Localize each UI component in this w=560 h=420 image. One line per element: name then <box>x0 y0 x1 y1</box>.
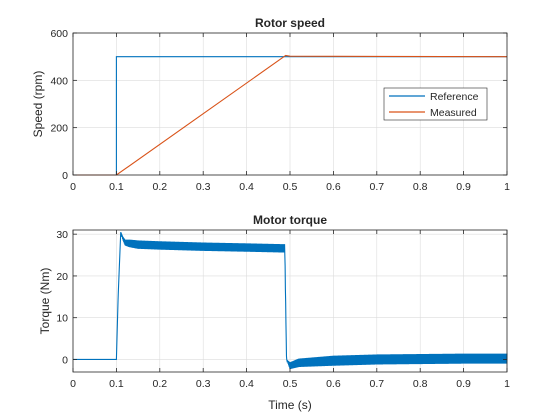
series-layer <box>73 231 508 370</box>
y-tick-label: 30 <box>56 229 68 241</box>
y-axis-label: Speed (rpm) <box>31 71 45 138</box>
x-tick-label: 0 <box>70 378 76 390</box>
x-tick-label: 0.6 <box>326 181 341 193</box>
x-tick-label: 0.4 <box>239 378 254 390</box>
x-tick-label: 0.4 <box>239 181 254 193</box>
legend-label-measured: Measured <box>430 107 477 119</box>
x-tick-label: 0.2 <box>152 378 167 390</box>
x-tick-label: 0.7 <box>369 378 384 390</box>
x-tick-label: 0 <box>70 181 76 193</box>
x-tick-label: 0.8 <box>413 378 428 390</box>
y-tick-label: 0 <box>62 354 68 366</box>
x-tick-label: 0.9 <box>456 181 471 193</box>
x-tick-label: 0.2 <box>152 181 167 193</box>
y-tick-label: 200 <box>50 123 68 135</box>
x-tick-label: 0.7 <box>369 181 384 193</box>
legend: Reference Measured <box>383 87 488 121</box>
x-tick-label: 0.6 <box>326 378 341 390</box>
series-line-torque <box>73 231 508 370</box>
x-tick-label: 0.1 <box>109 378 124 390</box>
x-axis-label: Time (s) <box>268 398 312 412</box>
x-tick-label: 0.9 <box>456 378 471 390</box>
x-tick-label: 0.3 <box>196 181 211 193</box>
rotor-speed-axes: 0 0.1 0.2 0.3 0.4 0.5 0.6 0.7 0.8 0.9 10200400600 … <box>31 16 510 193</box>
x-tick-label: 0.5 <box>283 181 298 193</box>
y-tick-label: 0 <box>62 170 68 182</box>
legend-label-reference: Reference <box>430 91 479 103</box>
x-tick-label: 0.5 <box>283 378 298 390</box>
x-tick-label: 1 <box>504 378 510 390</box>
ticks: 0 0.1 0.2 0.3 0.4 0.5 0.6 0.7 0.8 0.9 1 0 200 400 600 <box>50 28 510 193</box>
y-tick-label: 20 <box>56 271 68 283</box>
y-tick-label: 400 <box>50 75 68 87</box>
y-tick-label: 600 <box>50 28 68 40</box>
y-tick-label: 10 <box>56 313 68 325</box>
y-axis-label: Torque (Nm) <box>38 268 52 335</box>
chart-title: Motor torque <box>253 213 327 227</box>
x-tick-label: 1 <box>504 181 510 193</box>
x-tick-label: 0.1 <box>109 181 124 193</box>
chart-title: Rotor speed <box>255 16 325 30</box>
legend-box <box>383 87 488 121</box>
x-tick-label: 0.3 <box>196 378 211 390</box>
x-tick-label: 0.8 <box>413 181 428 193</box>
